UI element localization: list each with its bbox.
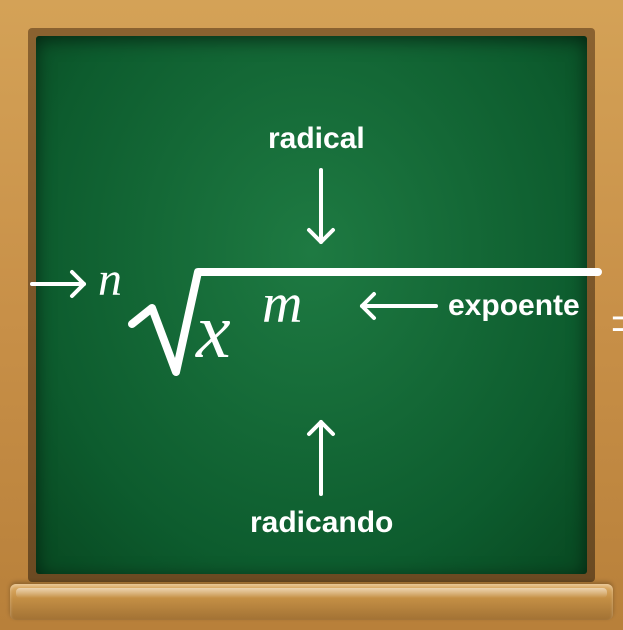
chalkboard-surface: radical expoente radicando n x m = bbox=[36, 36, 587, 574]
diagram-content: radical expoente radicando n x m = bbox=[36, 36, 587, 574]
chalk-tray bbox=[10, 584, 613, 620]
formula-equals: = bbox=[610, 290, 623, 357]
arrow-index-right bbox=[36, 36, 587, 574]
